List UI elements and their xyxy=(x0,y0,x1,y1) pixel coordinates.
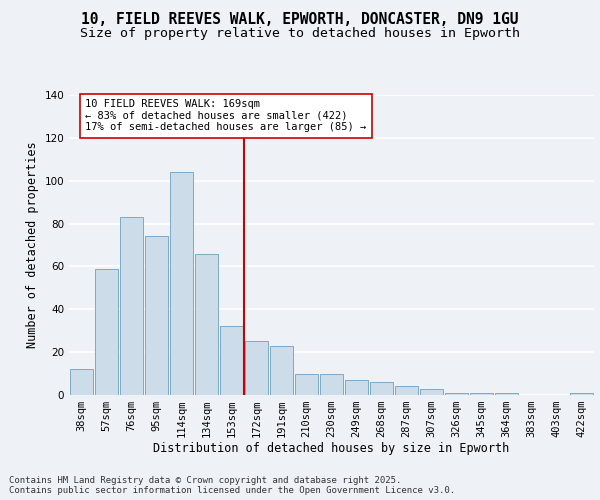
Text: Size of property relative to detached houses in Epworth: Size of property relative to detached ho… xyxy=(80,28,520,40)
Bar xyxy=(570,393,593,395)
Bar xyxy=(470,393,493,395)
Bar xyxy=(120,217,143,395)
Bar xyxy=(220,326,243,395)
Text: Contains HM Land Registry data © Crown copyright and database right 2025.
Contai: Contains HM Land Registry data © Crown c… xyxy=(9,476,455,495)
Text: 10, FIELD REEVES WALK, EPWORTH, DONCASTER, DN9 1GU: 10, FIELD REEVES WALK, EPWORTH, DONCASTE… xyxy=(81,12,519,28)
Text: 10 FIELD REEVES WALK: 169sqm
← 83% of detached houses are smaller (422)
17% of s: 10 FIELD REEVES WALK: 169sqm ← 83% of de… xyxy=(85,100,367,132)
Bar xyxy=(445,393,468,395)
Bar xyxy=(495,393,518,395)
Bar xyxy=(70,370,93,395)
X-axis label: Distribution of detached houses by size in Epworth: Distribution of detached houses by size … xyxy=(154,442,509,454)
Y-axis label: Number of detached properties: Number of detached properties xyxy=(26,142,39,348)
Bar xyxy=(345,380,368,395)
Bar xyxy=(195,254,218,395)
Bar xyxy=(95,268,118,395)
Bar xyxy=(270,346,293,395)
Bar xyxy=(295,374,318,395)
Bar xyxy=(370,382,393,395)
Bar xyxy=(320,374,343,395)
Bar xyxy=(245,342,268,395)
Bar xyxy=(145,236,168,395)
Bar xyxy=(420,388,443,395)
Bar xyxy=(170,172,193,395)
Bar xyxy=(395,386,418,395)
